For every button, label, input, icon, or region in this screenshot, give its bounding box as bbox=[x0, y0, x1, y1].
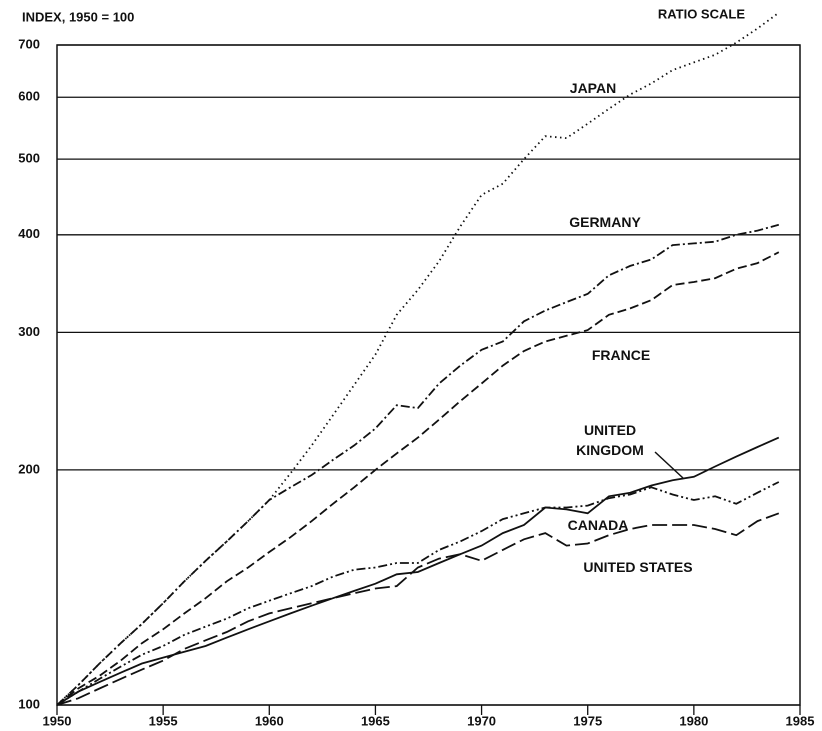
series-label: GERMANY bbox=[569, 214, 641, 230]
x-tick-label: 1985 bbox=[786, 713, 815, 728]
x-tick-label: 1955 bbox=[149, 713, 178, 728]
series-label: UNITED STATES bbox=[583, 559, 693, 575]
y-tick-label: 500 bbox=[18, 151, 40, 166]
series-label: JAPAN bbox=[569, 80, 617, 96]
x-tick-label: 1965 bbox=[361, 713, 390, 728]
y-tick-label: 600 bbox=[18, 89, 40, 104]
series-line bbox=[56, 481, 780, 706]
chart-title: INDEX, 1950 = 100 bbox=[22, 9, 134, 24]
y-tick-label: 700 bbox=[18, 36, 40, 51]
x-tick-label: 1950 bbox=[43, 713, 72, 728]
y-tick-label: 100 bbox=[18, 696, 40, 711]
series-label: UNITED KINGDOM bbox=[576, 422, 644, 458]
series-label: FRANCE bbox=[591, 347, 651, 363]
scale-note: RATIO SCALE bbox=[658, 6, 745, 21]
x-tick-label: 1980 bbox=[679, 713, 708, 728]
series-line bbox=[56, 223, 780, 706]
x-tick-label: 1960 bbox=[255, 713, 284, 728]
y-tick-label: 400 bbox=[18, 226, 40, 241]
x-tick-label: 1970 bbox=[467, 713, 496, 728]
x-tick-label: 1975 bbox=[573, 713, 602, 728]
series-line bbox=[56, 11, 780, 706]
plot-frame bbox=[56, 44, 801, 706]
label-pointer bbox=[654, 451, 684, 479]
series-label: CANADA bbox=[567, 517, 629, 533]
y-tick-label: 200 bbox=[18, 461, 40, 476]
series-line bbox=[56, 251, 780, 706]
y-tick-label: 300 bbox=[18, 324, 40, 339]
series-line bbox=[56, 512, 780, 706]
